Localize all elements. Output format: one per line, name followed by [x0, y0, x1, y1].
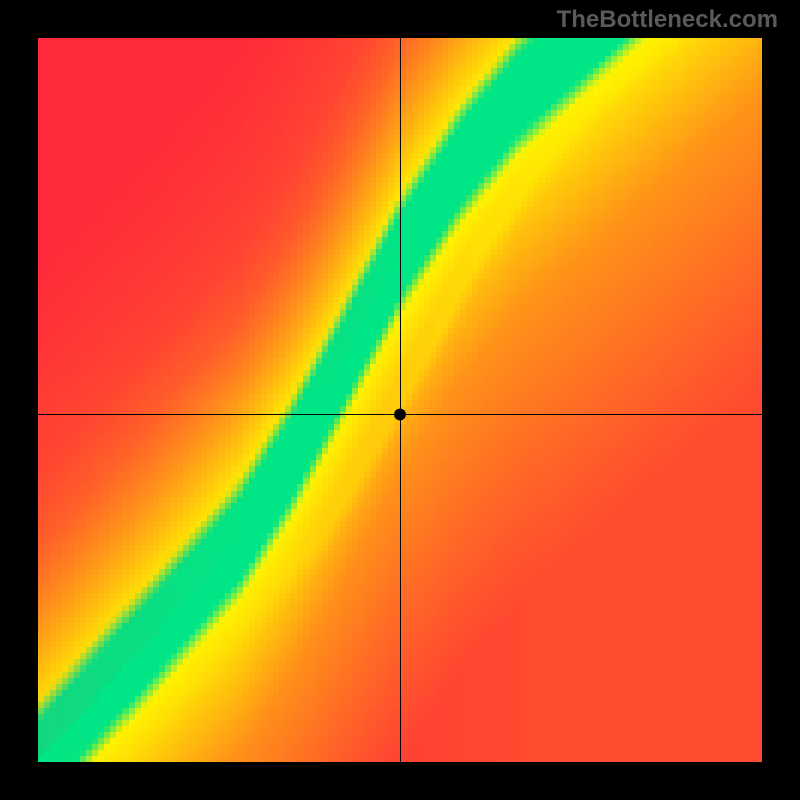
bottleneck-heatmap — [0, 0, 800, 800]
chart-container: TheBottleneck.com — [0, 0, 800, 800]
watermark-text: TheBottleneck.com — [557, 6, 778, 34]
